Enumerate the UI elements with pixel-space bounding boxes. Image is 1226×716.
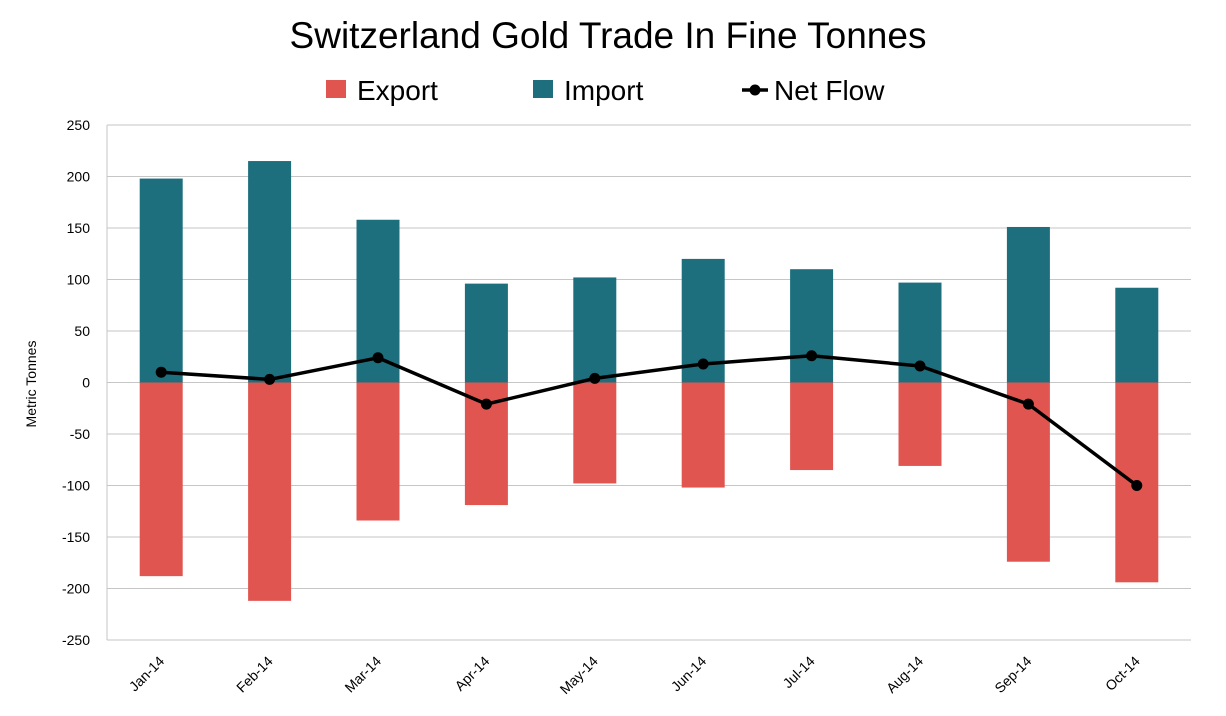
- net-flow-point: [914, 360, 926, 372]
- export-bar: [139, 382, 183, 577]
- net-flow-point: [1022, 398, 1034, 410]
- x-tick-label: Feb-14: [233, 653, 276, 696]
- x-tick-label: Jan-14: [126, 653, 168, 695]
- y-tick-label: -250: [62, 632, 90, 648]
- x-tick-label: Sep-14: [991, 653, 1034, 696]
- y-tick-label: 250: [67, 117, 91, 133]
- legend-item-net-flow: Net Flow: [742, 75, 885, 106]
- y-tick-label: 50: [74, 323, 90, 339]
- legend-item-export: Export: [326, 75, 438, 106]
- export-bar: [790, 382, 834, 471]
- legend-swatch: [533, 80, 553, 98]
- y-tick-label: 100: [67, 272, 91, 288]
- net-flow-point: [372, 352, 384, 364]
- import-bar: [464, 283, 508, 383]
- y-tick-label: 150: [67, 220, 91, 236]
- net-flow-point: [589, 372, 601, 384]
- legend-label: Net Flow: [774, 75, 885, 106]
- export-bar: [248, 382, 292, 601]
- export-bar: [1006, 382, 1050, 562]
- import-bar: [1006, 226, 1050, 383]
- x-axis-ticks: Jan-14 Feb-14 Mar-14 Apr-14 May-14 Jun-14 Jul-…: [126, 653, 1143, 697]
- export-bar: [573, 382, 617, 484]
- x-tick-label: May-14: [557, 653, 601, 697]
- import-bar: [790, 269, 834, 383]
- net-flow-polyline: [161, 353, 1138, 487]
- y-axis-label: Metric Tonnes: [23, 341, 39, 428]
- net-flow-point: [806, 350, 818, 362]
- chart-title: Switzerland Gold Trade In Fine Tonnes: [290, 15, 927, 56]
- net-flow-point: [480, 398, 492, 410]
- import-bar: [1115, 287, 1159, 383]
- y-tick-label: -200: [62, 581, 90, 597]
- y-tick-label: -50: [70, 426, 90, 442]
- net-flow-point: [1131, 480, 1143, 491]
- net-flow-point: [264, 373, 276, 385]
- legend-swatch: [326, 80, 346, 98]
- import-bar: [139, 178, 183, 383]
- net-flow-point: [155, 366, 167, 378]
- import-bar: [248, 161, 292, 383]
- y-tick-label: -100: [62, 478, 90, 494]
- x-tick-label: Oct-14: [1102, 653, 1143, 694]
- y-axis-ticks: 250 200 150 100 50 0 -50 -100 -150 -200 -250: [62, 117, 90, 648]
- net-flow-line: [155, 350, 1143, 491]
- legend-item-import: Import: [533, 75, 644, 106]
- export-bar: [898, 382, 942, 466]
- x-tick-label: Aug-14: [883, 653, 926, 696]
- import-bar: [573, 277, 617, 383]
- export-bar: [681, 382, 725, 488]
- x-tick-label: Apr-14: [451, 653, 492, 694]
- x-tick-label: Mar-14: [341, 653, 384, 696]
- legend-label: Import: [564, 75, 644, 106]
- export-bar: [356, 382, 400, 521]
- legend-label: Export: [357, 75, 438, 106]
- legend-marker: [749, 84, 761, 96]
- y-tick-label: 200: [67, 169, 91, 185]
- x-tick-label: Jun-14: [668, 653, 710, 695]
- legend: Export Import Net Flow: [326, 75, 885, 106]
- bars: [139, 161, 1159, 601]
- y-tick-label: -150: [62, 529, 90, 545]
- x-tick-label: Jul-14: [779, 653, 817, 691]
- y-tick-label: 0: [82, 375, 90, 391]
- net-flow-point: [697, 358, 709, 370]
